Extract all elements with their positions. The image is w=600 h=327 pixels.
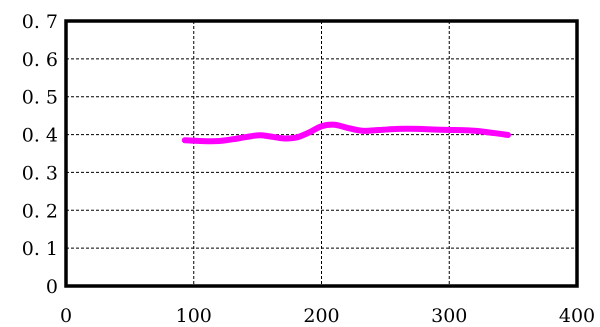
x-tick-label: 400 [559,305,595,327]
y-tick-label: 0. 6 [22,49,58,71]
data-point [184,140,185,141]
data-point [283,138,284,139]
data-point [270,136,271,137]
y-tick-label: 0 [46,276,58,298]
series-layer [181,121,512,145]
y-tick-label: 0. 5 [22,87,58,109]
data-point [257,135,258,136]
x-tick-label: 200 [303,305,339,327]
y-tick-label: 0. 1 [22,238,58,260]
y-tick-label: 0. 7 [22,11,58,33]
x-tick-label: 300 [431,305,467,327]
y-tick-label: 0. 4 [22,125,58,147]
data-point [508,134,509,135]
data-point [308,132,309,133]
data-point [347,127,348,128]
grid-lines [66,21,577,286]
data-point [436,129,437,130]
data-point [321,126,322,127]
y-tick-label: 0. 2 [22,200,58,222]
data-point [474,130,475,131]
data-point [238,138,239,139]
data-point [200,141,201,142]
data-point [493,133,494,134]
y-tick-label: 0. 3 [22,162,58,184]
x-axis-tick-labels: 0 100 200 300 400 [60,305,595,327]
data-point [455,130,456,131]
data-point [295,137,296,138]
y-axis-tick-labels: 0 0. 1 0. 2 0. 3 0. 4 0. 5 0. 6 0. 7 [22,11,58,298]
data-point [362,130,363,131]
x-tick-label: 100 [176,305,212,327]
data-point [417,128,418,129]
data-point [378,130,379,131]
series-line [181,121,512,145]
data-point [219,141,220,142]
data-point [398,128,399,129]
data-point [334,124,335,125]
plot-frame [64,19,579,288]
x-tick-label: 0 [60,305,72,327]
